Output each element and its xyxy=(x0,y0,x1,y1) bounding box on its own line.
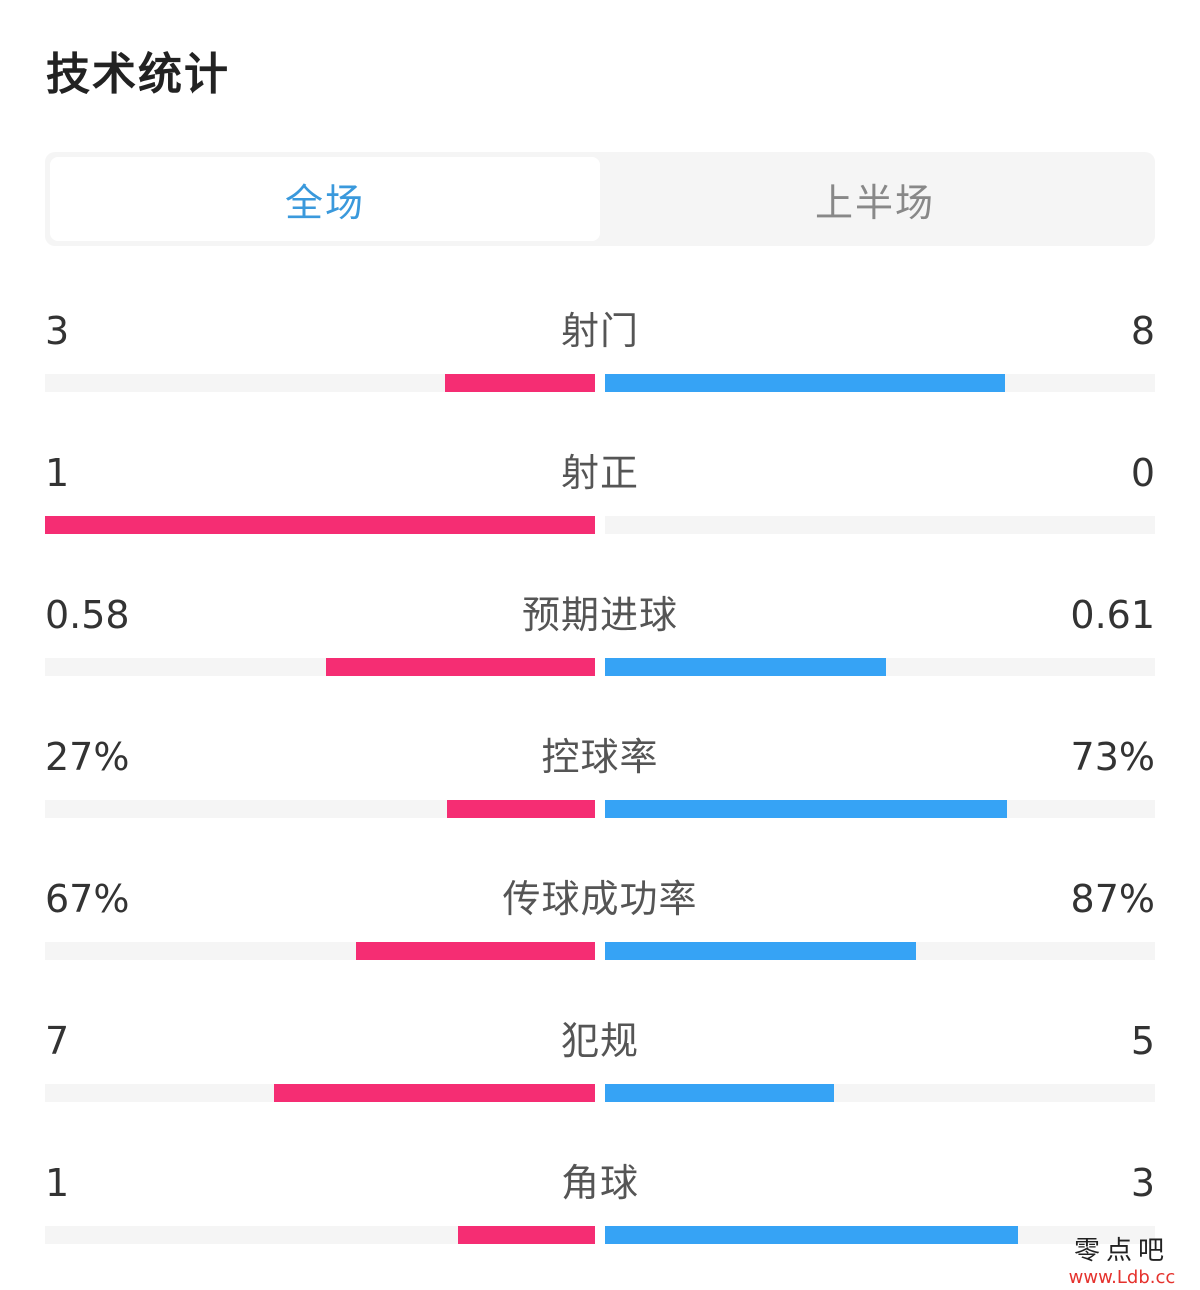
away-value: 8 xyxy=(1130,309,1155,353)
stats-list: 3 射门 8 1 射正 0 0.58 预期进球 0.61 27% 控球率 73%… xyxy=(45,290,1155,1284)
home-bar-track xyxy=(45,658,595,676)
away-bar-track xyxy=(605,516,1155,534)
stat-label: 控球率 xyxy=(541,735,659,779)
away-bar xyxy=(605,1084,835,1102)
away-value: 0.61 xyxy=(1070,593,1155,637)
stat-label: 射正 xyxy=(560,451,639,495)
home-bar-track xyxy=(45,942,595,960)
home-bar-track xyxy=(45,374,595,392)
stat-label: 射门 xyxy=(560,309,639,353)
home-bar-track xyxy=(45,1084,595,1102)
away-bar-track xyxy=(605,942,1155,960)
away-value: 3 xyxy=(1130,1161,1155,1205)
stat-row-shots: 3 射门 8 xyxy=(45,290,1155,432)
stat-label: 预期进球 xyxy=(521,593,678,637)
away-bar xyxy=(605,658,886,676)
stat-row-corners: 1 角球 3 xyxy=(45,1142,1155,1284)
home-bar xyxy=(457,1226,595,1244)
home-value: 27% xyxy=(45,735,130,779)
period-tabs: 全场 上半场 xyxy=(45,152,1155,246)
tab-first-half-label: 上半场 xyxy=(814,180,935,225)
home-bar xyxy=(355,942,595,960)
stat-row-fouls: 7 犯规 5 xyxy=(45,1000,1155,1142)
home-value: 67% xyxy=(45,877,130,921)
away-bar-track xyxy=(605,374,1155,392)
home-bar xyxy=(325,658,595,676)
home-bar-track xyxy=(45,800,595,818)
stat-row-pass-accuracy: 67% 传球成功率 87% xyxy=(45,858,1155,1000)
tab-full-match-label: 全场 xyxy=(284,180,365,225)
home-value: 7 xyxy=(45,1019,70,1063)
stat-row-shots-on-target: 1 射正 0 xyxy=(45,432,1155,574)
home-bar xyxy=(446,800,595,818)
home-value: 0.58 xyxy=(45,593,130,637)
stat-label: 角球 xyxy=(560,1161,639,1205)
away-value: 73% xyxy=(1070,735,1155,779)
away-bar xyxy=(605,800,1007,818)
away-bar-track xyxy=(605,658,1155,676)
tab-full-match[interactable]: 全场 xyxy=(50,157,600,241)
away-value: 0 xyxy=(1130,451,1155,495)
page-title: 技术统计 xyxy=(46,49,230,100)
away-bar-track xyxy=(605,1226,1155,1244)
away-value: 87% xyxy=(1070,877,1155,921)
stat-label: 传球成功率 xyxy=(502,877,698,921)
away-bar-track xyxy=(605,800,1155,818)
tab-first-half[interactable]: 上半场 xyxy=(600,157,1150,241)
away-value: 5 xyxy=(1130,1019,1155,1063)
stat-label: 犯规 xyxy=(560,1019,639,1063)
away-bar xyxy=(605,374,1005,392)
stat-row-possession: 27% 控球率 73% xyxy=(45,716,1155,858)
away-bar xyxy=(605,942,916,960)
stat-row-expected-goals: 0.58 预期进球 0.61 xyxy=(45,574,1155,716)
watermark-text: 零点吧 xyxy=(1073,1236,1170,1266)
home-value: 1 xyxy=(45,1161,70,1205)
home-value: 3 xyxy=(45,309,70,353)
home-bar-track xyxy=(45,1226,595,1244)
home-bar xyxy=(444,374,595,392)
home-bar-track xyxy=(45,516,595,534)
home-value: 1 xyxy=(45,451,70,495)
away-bar-track xyxy=(605,1084,1155,1102)
home-bar xyxy=(45,516,595,534)
watermark-url: www.Ldb.cc xyxy=(1068,1267,1176,1288)
home-bar xyxy=(274,1084,595,1102)
away-bar xyxy=(605,1226,1018,1244)
watermark: 零点吧 www.Ldb.cc xyxy=(1052,1236,1192,1290)
